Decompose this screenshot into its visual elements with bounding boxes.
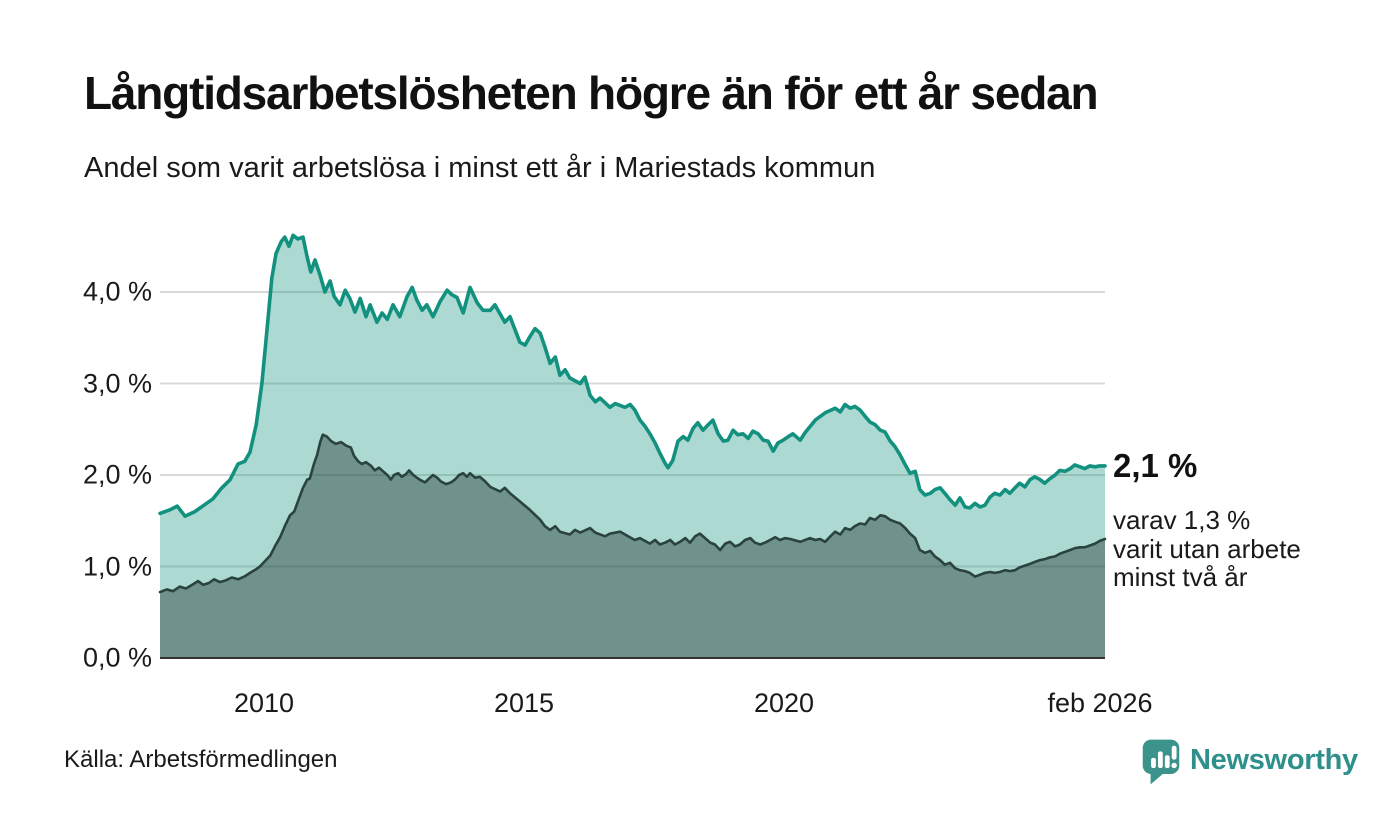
x-tick-label: 2010 <box>233 688 295 718</box>
x-tick-label: feb 2026 <box>1047 688 1153 718</box>
y-tick-label: 4,0 % <box>82 276 152 307</box>
area-fill-one-year <box>160 235 1105 659</box>
y-tick-label: 3,0 % <box>82 368 152 398</box>
annotation-line: minst två år <box>1113 562 1248 592</box>
newsworthy-logo-icon <box>1142 739 1180 785</box>
area-fill-two-years <box>160 434 1105 658</box>
page-title: Långtidsarbetslösheten högre än för ett … <box>84 67 1099 119</box>
bar-chart-glyph <box>1151 757 1156 769</box>
annotation-line: varav 1,3 % <box>1113 505 1251 535</box>
y-tick-label: 2,0 % <box>82 459 152 490</box>
latest-value-label: 2,1 % <box>1113 447 1198 484</box>
annotation-line: varit utan arbete <box>1113 533 1301 564</box>
newsworthy-wordmark: Newsworthy <box>1190 744 1358 776</box>
newsworthy-logo: Newsworthy <box>1141 738 1358 786</box>
annotation-text: varav 1,3 % varit utan arbete minst två år <box>1113 506 1301 592</box>
y-tick-label: 1,0 % <box>82 551 152 581</box>
series-line-two-years <box>158 433 1107 594</box>
page-subtitle: Andel som varit arbetslösa i minst ett å… <box>84 152 876 184</box>
x-tick-label: 2015 <box>493 688 555 718</box>
y-tick-label: 0,0 % <box>82 642 152 673</box>
source-note: Källa: Arbetsförmedlingen <box>64 746 338 773</box>
series-line-one-year <box>158 233 1107 518</box>
x-tick-label: 2020 <box>753 688 815 718</box>
exclamation-glyph <box>1171 745 1177 760</box>
